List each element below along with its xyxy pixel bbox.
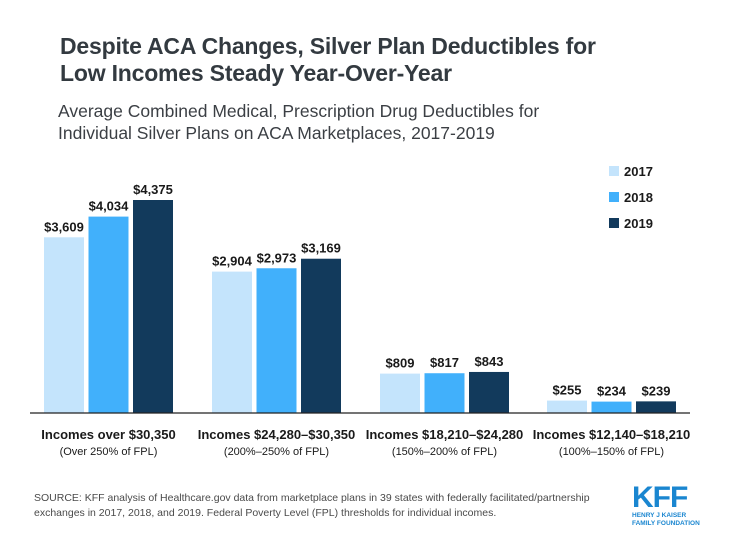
bar-chart: $3,609 $4,034$4,375 $2,904 $2,973 $3,169 $809…: [30, 182, 690, 458]
category-label-1: Incomes over $30,350: [41, 427, 175, 442]
bar-2019-group-1: [133, 200, 173, 413]
chart-title-line-1: Despite ACA Changes, Silver Plan Deducti…: [60, 33, 596, 59]
source-line-2: exchanges in 2017, 2018, and 2019. Feder…: [34, 507, 497, 519]
legend-item-2019: 2019: [609, 210, 653, 236]
legend-label-2017: 2017: [624, 163, 653, 179]
value-label-2019-group-4: $239: [642, 383, 671, 398]
bar-2017-group-3: [380, 373, 420, 413]
legend-label-2019: 2019: [624, 215, 653, 231]
value-labels-group: $3,609 $4,034$4,375 $2,904 $2,973 $3,169 $809…: [44, 182, 670, 399]
legend-item-2018: 2018: [609, 184, 653, 210]
bar-2018-group-1: [88, 216, 129, 413]
category-label-4: Incomes $12,140–$18,210: [533, 427, 691, 442]
chart-subtitle: Average Combined Medical, Prescription D…: [58, 100, 718, 144]
bar-2019-group-3: [469, 371, 509, 413]
value-label-2018-group-2: $2,973: [257, 250, 297, 265]
value-label-2019-group-3: $843: [475, 354, 504, 369]
category-label-3: Incomes $18,210–$24,280: [366, 427, 524, 442]
value-label-2018-group-4: $234: [597, 384, 627, 399]
logo-line-2: FAMILY FOUNDATION: [632, 520, 700, 527]
legend-label-2018: 2018: [624, 189, 653, 205]
chart-title: Despite ACA Changes, Silver Plan Deducti…: [60, 33, 720, 87]
value-label-2017-group-1: $3,609: [44, 219, 84, 234]
category-sublabel-4: (100%–150% of FPL): [559, 446, 664, 458]
legend-item-2017: 2017: [609, 158, 653, 184]
category-label-2: Incomes $24,280–$30,350: [198, 427, 356, 442]
value-label-2017-group-2: $2,904: [212, 254, 253, 269]
bars-group: [44, 200, 676, 413]
source-line-1: SOURCE: KFF analysis of Healthcare.gov d…: [34, 492, 590, 504]
category-sublabel-1: (Over 250% of FPL): [60, 446, 158, 458]
chart-subtitle-line-1: Average Combined Medical, Prescription D…: [58, 101, 540, 121]
value-label-2018-group-1: $4,034: [89, 199, 130, 214]
bar-2019-group-4: [636, 401, 676, 413]
bar-2018-group-2: [256, 268, 297, 413]
logo-mark: KFF: [632, 481, 688, 514]
legend: 2017 2018 2019: [609, 158, 653, 236]
bar-2018-group-4: [591, 401, 632, 413]
logo-line-1: HENRY J KAISER: [632, 512, 687, 519]
category-sublabel-2: (200%–250% of FPL): [224, 446, 329, 458]
bar-2018-group-3: [424, 373, 465, 413]
bar-2017-group-2: [212, 271, 252, 413]
category-sublabel-3: (150%–200% of FPL): [392, 446, 497, 458]
chart-title-line-2: Low Incomes Steady Year-Over-Year: [60, 60, 452, 86]
kff-logo: KFF HENRY J KAISER FAMILY FOUNDATION: [632, 481, 704, 528]
legend-swatch-2019: [609, 218, 619, 228]
value-label-2017-group-4: $255: [553, 383, 582, 398]
source-note: SOURCE: KFF analysis of Healthcare.gov d…: [34, 491, 614, 521]
category-labels-group: Incomes over $30,350 (Over 250% of FPL) In…: [41, 427, 690, 458]
legend-swatch-2018: [609, 192, 619, 202]
bar-2019-group-2: [301, 258, 341, 413]
chart-subtitle-line-2: Individual Silver Plans on ACA Marketpla…: [58, 123, 495, 143]
legend-swatch-2017: [609, 166, 619, 176]
value-label-2018-group-3: $817: [430, 355, 459, 370]
bar-2017-group-4: [547, 400, 587, 413]
value-label-2017-group-3: $809: [386, 356, 415, 371]
value-label-2019-group-2: $3,169: [301, 241, 341, 256]
bar-2017-group-1: [44, 237, 84, 413]
value-label-2019-group-1: $4,375: [133, 182, 173, 197]
